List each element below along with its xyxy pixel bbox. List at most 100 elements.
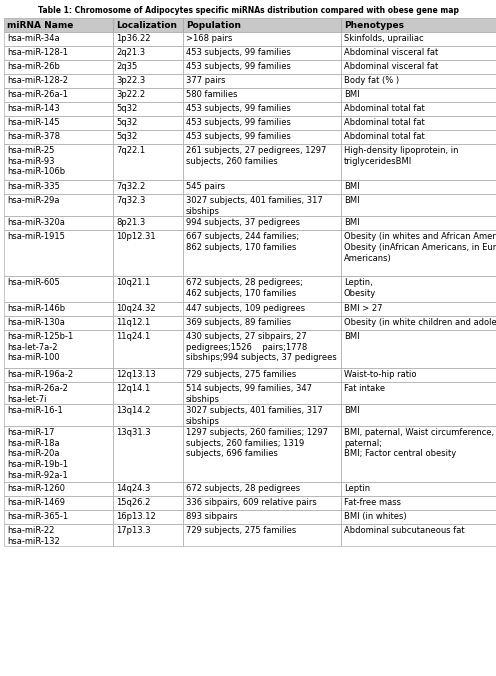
Text: hsa-miR-128-1: hsa-miR-128-1 [7,48,68,57]
Bar [4,276,113,302]
Bar [341,216,496,230]
Text: Abdominal total fat: Abdominal total fat [344,104,425,113]
Text: Localization: Localization [116,20,177,30]
Text: hsa-miR-26a-1: hsa-miR-26a-1 [7,90,68,99]
Text: Leptin: Leptin [344,484,370,493]
Bar [4,482,113,496]
Bar [4,130,113,144]
Bar [4,180,113,194]
Bar [4,368,113,382]
Bar [341,180,496,194]
Text: 16p13.12: 16p13.12 [116,512,156,521]
Bar [341,382,496,404]
Text: 1p36.22: 1p36.22 [116,34,150,43]
Text: hsa-miR-146b: hsa-miR-146b [7,304,65,313]
Text: hsa-miR-25
hsa-miR-93
hsa-miR-106b: hsa-miR-25 hsa-miR-93 hsa-miR-106b [7,146,65,176]
Bar [183,18,341,32]
Bar [113,74,183,88]
Text: hsa-miR-29a: hsa-miR-29a [7,196,60,205]
Bar [341,102,496,116]
Bar [4,404,113,426]
Text: Body fat (% ): Body fat (% ) [344,76,399,85]
Bar [113,180,183,194]
Bar [183,102,341,116]
Text: 336 sibpairs, 609 relative pairs: 336 sibpairs, 609 relative pairs [186,498,317,507]
Bar [113,32,183,46]
Text: 453 subjects, 99 families: 453 subjects, 99 families [186,62,291,71]
Bar [4,60,113,74]
Text: 12q13.13: 12q13.13 [116,370,156,379]
Text: 447 subjects, 109 pedigrees: 447 subjects, 109 pedigrees [186,304,305,313]
Text: 893 sibpairs: 893 sibpairs [186,512,238,521]
Text: 2q35: 2q35 [116,62,137,71]
Text: 14q24.3: 14q24.3 [116,484,150,493]
Text: 7q22.1: 7q22.1 [116,146,145,155]
Text: High-density lipoprotein, in
triglyceridesBMI: High-density lipoprotein, in triglycerid… [344,146,458,166]
Text: hsa-miR-26a-2
hsa-let-7i: hsa-miR-26a-2 hsa-let-7i [7,384,68,404]
Bar [183,496,341,510]
Text: 11q24.1: 11q24.1 [116,332,150,341]
Bar [4,524,113,546]
Bar [113,496,183,510]
Bar [341,404,496,426]
Text: Abdominal visceral fat: Abdominal visceral fat [344,48,438,57]
Text: 1297 subjects, 260 families; 1297
subjects, 260 families; 1319
subjects, 696 fam: 1297 subjects, 260 families; 1297 subjec… [186,428,328,458]
Text: hsa-miR-26b: hsa-miR-26b [7,62,60,71]
Bar [4,230,113,276]
Bar [183,116,341,130]
Text: 12q14.1: 12q14.1 [116,384,150,393]
Text: 10q21.1: 10q21.1 [116,278,150,287]
Bar [341,330,496,368]
Text: 667 subjects, 244 families;
862 subjects, 170 families: 667 subjects, 244 families; 862 subjects… [186,232,299,251]
Text: hsa-miR-17
hsa-miR-18a
hsa-miR-20a
hsa-miR-19b-1
hsa-miR-92a-1: hsa-miR-17 hsa-miR-18a hsa-miR-20a hsa-m… [7,428,68,480]
Bar [341,194,496,216]
Bar [183,426,341,482]
Text: Table 1: Chromosome of Adipocytes specific miRNAs distribution compared with obe: Table 1: Chromosome of Adipocytes specif… [38,6,458,15]
Text: 672 subjects, 28 pedigrees;
462 subjects, 170 families: 672 subjects, 28 pedigrees; 462 subjects… [186,278,303,297]
Text: hsa-miR-365-1: hsa-miR-365-1 [7,512,68,521]
Bar [341,496,496,510]
Bar [4,144,113,180]
Bar [341,510,496,524]
Bar [183,130,341,144]
Text: 7q32.2: 7q32.2 [116,182,145,191]
Bar [113,302,183,316]
Bar [113,510,183,524]
Bar [113,382,183,404]
Bar [183,194,341,216]
Text: miRNA Name: miRNA Name [7,20,73,30]
Text: 453 subjects, 99 families: 453 subjects, 99 families [186,132,291,141]
Text: hsa-miR-34a: hsa-miR-34a [7,34,60,43]
Bar [341,302,496,316]
Text: 5q32: 5q32 [116,132,137,141]
Bar [183,330,341,368]
Text: Abdominal total fat: Abdominal total fat [344,118,425,127]
Bar [113,46,183,60]
Text: 10p12.31: 10p12.31 [116,232,156,241]
Text: hsa-miR-128-2: hsa-miR-128-2 [7,76,68,85]
Text: Obesity (in whites and African Americans)
Obesity (inAfrican Americans, in Europ: Obesity (in whites and African Americans… [344,232,496,262]
Bar [4,74,113,88]
Bar [113,18,183,32]
Text: BMI: BMI [344,182,360,191]
Text: 430 subjects, 27 sibpairs, 27
pedigrees;1526    pairs;1778
sibships;994 subjects: 430 subjects, 27 sibpairs, 27 pedigrees;… [186,332,337,362]
Text: 580 families: 580 families [186,90,238,99]
Bar [4,102,113,116]
Text: Abdominal visceral fat: Abdominal visceral fat [344,62,438,71]
Text: BMI (in whites): BMI (in whites) [344,512,407,521]
Text: Leptin,
Obesity: Leptin, Obesity [344,278,376,297]
Bar [341,524,496,546]
Text: 15q26.2: 15q26.2 [116,498,150,507]
Bar [183,88,341,102]
Text: 729 subjects, 275 families: 729 subjects, 275 families [186,526,296,535]
Text: 10q24.32: 10q24.32 [116,304,156,313]
Bar [183,60,341,74]
Bar [113,482,183,496]
Text: 5q32: 5q32 [116,118,137,127]
Bar [183,32,341,46]
Text: 13q31.3: 13q31.3 [116,428,151,437]
Text: hsa-miR-605: hsa-miR-605 [7,278,60,287]
Bar [341,116,496,130]
Text: Obesity (in white children and adolescents): Obesity (in white children and adolescen… [344,318,496,327]
Text: >168 pairs: >168 pairs [186,34,232,43]
